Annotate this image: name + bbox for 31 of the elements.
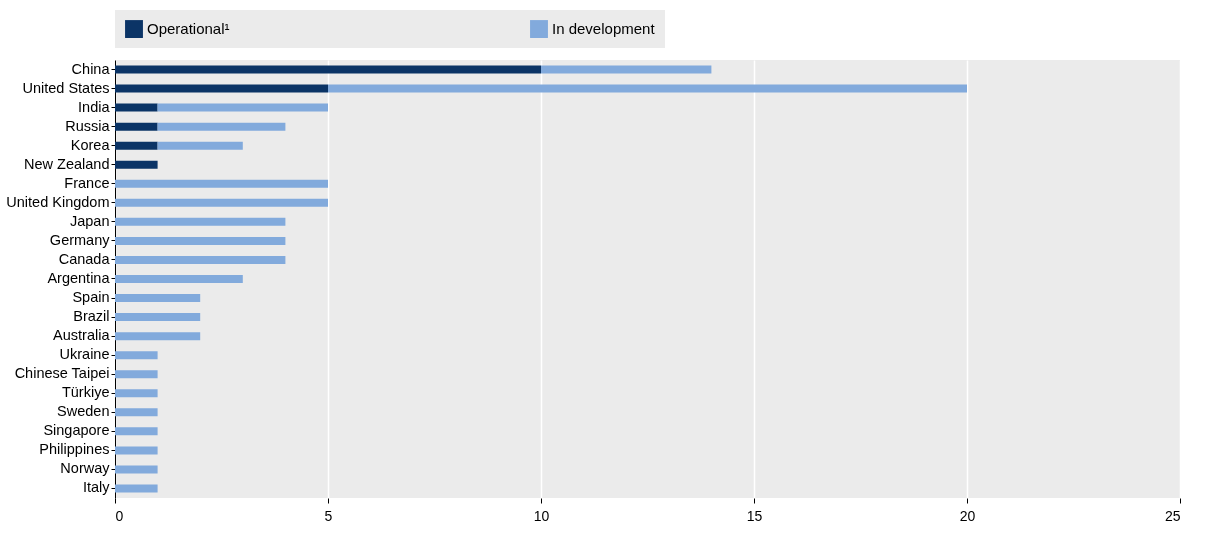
y-tick-label: Italy bbox=[82, 479, 111, 496]
y-tick-label: Argentina bbox=[47, 270, 111, 286]
y-tick-label: Russia bbox=[65, 117, 111, 134]
y-tick-label: Ukraine bbox=[59, 346, 110, 363]
y-tick-label: Türkiye bbox=[61, 384, 110, 401]
y-tick-label: Korea bbox=[70, 136, 111, 153]
y-tick-label: India bbox=[78, 98, 111, 115]
x-tick-label: 20 bbox=[959, 507, 976, 524]
y-tick-label: Spain bbox=[72, 289, 110, 306]
legend-label: In development bbox=[552, 20, 656, 38]
y-tick-label: China bbox=[71, 60, 111, 77]
y-tick-label: Canada bbox=[58, 250, 111, 267]
y-tick-label: Singapore bbox=[43, 422, 110, 439]
x-tick-label: 5 bbox=[324, 507, 333, 524]
y-tick-label: Brazil bbox=[73, 308, 110, 325]
y-tick-label: New Zealand bbox=[24, 155, 110, 172]
y-tick-label: Philippines bbox=[39, 441, 110, 458]
legend-label: Operational¹ bbox=[147, 20, 230, 38]
y-tick-label: Japan bbox=[69, 212, 110, 229]
y-tick-label: Chinese Taipei bbox=[14, 365, 110, 382]
x-tick-label: 15 bbox=[746, 507, 763, 524]
y-tick-label: Australia bbox=[53, 327, 111, 344]
x-tick-label: 0 bbox=[115, 507, 124, 524]
y-tick-label: France bbox=[64, 174, 110, 191]
y-tick-label: Sweden bbox=[57, 403, 110, 420]
x-tick-label: 10 bbox=[533, 507, 550, 524]
y-tick-label: United Kingdom bbox=[6, 193, 110, 210]
x-tick-label: 25 bbox=[1164, 507, 1181, 524]
y-tick-label: Germany bbox=[49, 231, 111, 248]
y-tick-label: United States bbox=[22, 79, 110, 96]
y-tick-label: Norway bbox=[60, 460, 111, 477]
